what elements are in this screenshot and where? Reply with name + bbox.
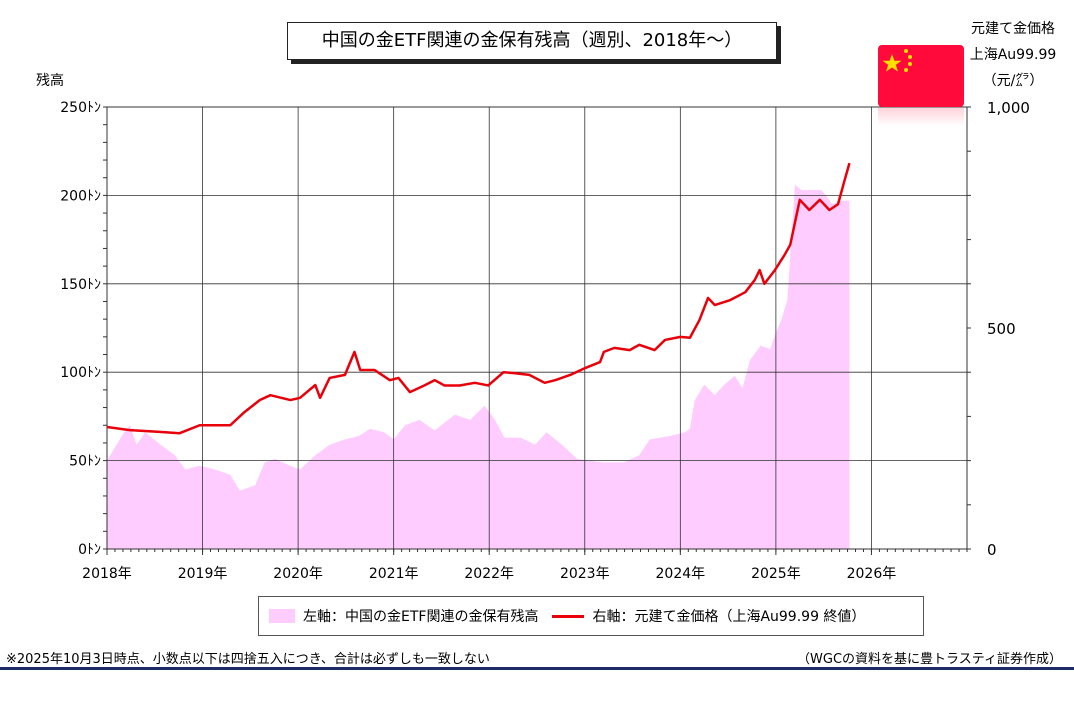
- x-tick-label: 2019年: [178, 566, 228, 582]
- right-tick-label: 0: [987, 541, 997, 559]
- legend-label-price: 右軸：元建て金価格（上海Au99.99 終値）: [592, 609, 866, 625]
- left-tick-label: 0ﾄﾝ: [78, 542, 101, 558]
- footer-divider: [0, 667, 1074, 670]
- price-line: [106, 162, 851, 435]
- legend-swatch-price: [552, 614, 585, 618]
- x-tick-label: 2024年: [656, 566, 706, 582]
- footnote: ※2025年10月3日時点、小数点以下は四捨五入につき、合計は必ずしも一致しない: [6, 652, 490, 667]
- left-axis-label: 残高: [36, 73, 64, 89]
- legend-label-holdings: 左軸：中国の金ETF関連の金保有残高: [303, 609, 539, 625]
- left-tick-label: 50ﾄﾝ: [69, 454, 101, 470]
- x-tick-label: 2023年: [560, 566, 610, 582]
- china-flag-icon: [878, 45, 964, 107]
- right-axis-label-3: （元/㌘）: [982, 73, 1044, 89]
- x-tick-label: 2025年: [751, 566, 801, 582]
- chart-title: 中国の金ETF関連の金保有残高（週別、2018年～）: [287, 22, 777, 60]
- left-tick-label: 100ﾄﾝ: [60, 365, 101, 381]
- right-tick-label: 500: [987, 320, 1016, 338]
- legend-swatch-holdings: [269, 609, 295, 623]
- x-tick-label: 2022年: [464, 566, 514, 582]
- right-axis-label-1: 元建て金価格: [971, 21, 1055, 37]
- left-tick-label: 250ﾄﾝ: [60, 100, 101, 116]
- left-tick-label: 200ﾄﾝ: [60, 188, 101, 204]
- holdings-area: [107, 184, 850, 550]
- plot-frame: [106, 106, 968, 550]
- x-tick-label: 2018年: [82, 566, 132, 582]
- x-tick-label: 2026年: [847, 566, 897, 582]
- x-tick-label: 2020年: [273, 566, 323, 582]
- flag-reflection: [878, 108, 964, 126]
- left-tick-label: 150ﾄﾝ: [60, 277, 101, 293]
- legend: 左軸：中国の金ETF関連の金保有残高 右軸：元建て金価格（上海Au99.99 終…: [258, 596, 924, 636]
- x-tick-label: 2021年: [369, 566, 419, 582]
- right-tick-label: 1,000: [987, 99, 1030, 117]
- source-note: （WGCの資料を基に豊トラスティ証券作成）: [797, 652, 1062, 667]
- right-axis-label-2: 上海Au99.99: [969, 47, 1057, 63]
